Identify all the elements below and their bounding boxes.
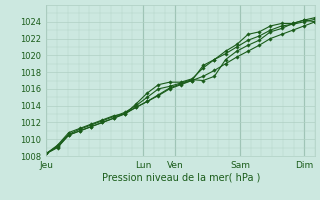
X-axis label: Pression niveau de la mer( hPa ): Pression niveau de la mer( hPa ) (102, 173, 260, 183)
